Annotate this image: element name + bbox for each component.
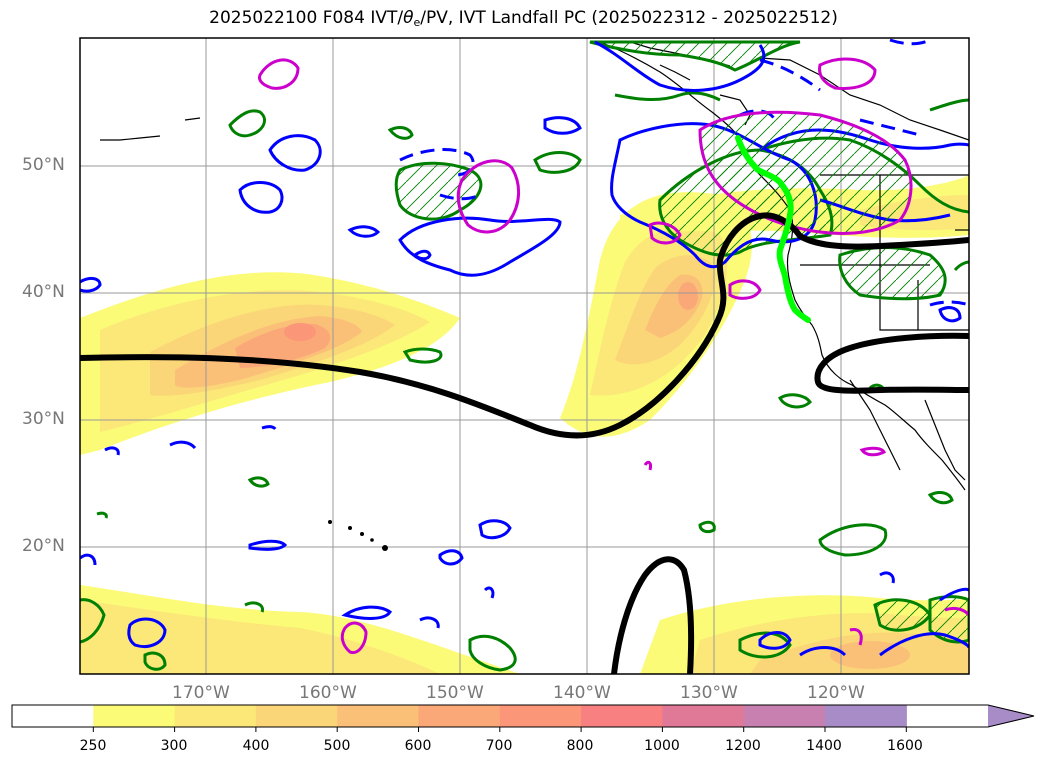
colorbar <box>11 704 1035 732</box>
colorbar-tick-500: 500 <box>323 738 351 754</box>
colorbar-tick-600: 600 <box>404 738 432 754</box>
colorbar-cell <box>499 705 582 727</box>
colorbar-cell <box>174 705 257 727</box>
lon-label-170w: 170°W <box>172 683 230 703</box>
colorbar-cell <box>743 705 826 727</box>
colorbar-tick-1000: 1000 <box>644 738 680 754</box>
lat-label-40: 40°N <box>22 282 65 302</box>
colorbar-tick-1200: 1200 <box>725 738 761 754</box>
lon-label-140w: 140°W <box>553 683 611 703</box>
colorbar-cell <box>255 705 338 727</box>
colorbar-cell <box>337 705 420 727</box>
lon-label-160w: 160°W <box>299 683 357 703</box>
lon-label-120w: 120°W <box>807 683 865 703</box>
colorbar-tick-400: 400 <box>242 738 270 754</box>
lat-label-20: 20°N <box>22 536 65 556</box>
plot-frame <box>79 37 970 675</box>
colorbar-cell <box>825 705 907 727</box>
lat-label-30: 30°N <box>22 409 65 429</box>
colorbar-tick-1400: 1400 <box>806 738 842 754</box>
coastlines <box>100 41 969 491</box>
colorbar-extend-arrow <box>988 705 1034 727</box>
landfall-pc-contours <box>80 212 969 674</box>
lon-label-150w: 150°W <box>426 683 484 703</box>
hawaii-islands <box>328 520 388 551</box>
colorbar-cell <box>662 705 745 727</box>
colorbar-cell <box>93 705 176 727</box>
map-title: 2025022100 F084 IVT/θe/PV, IVT Landfall … <box>209 8 838 29</box>
colorbar-cell <box>581 705 663 727</box>
lon-label-130w: 130°W <box>680 683 738 703</box>
ivt-landfall-line <box>735 135 811 323</box>
theta-e-contours <box>258 57 969 655</box>
colorbar-tick-1600: 1600 <box>887 738 923 754</box>
colorbar-tick-700: 700 <box>485 738 513 754</box>
colorbar-cell <box>418 705 501 727</box>
colorbar-tick-300: 300 <box>160 738 188 754</box>
colorbar-tick-250: 250 <box>79 738 107 754</box>
colorbar-cell <box>12 705 94 727</box>
colorbar-tick-800: 800 <box>566 738 594 754</box>
lat-label-50: 50°N <box>22 155 65 175</box>
